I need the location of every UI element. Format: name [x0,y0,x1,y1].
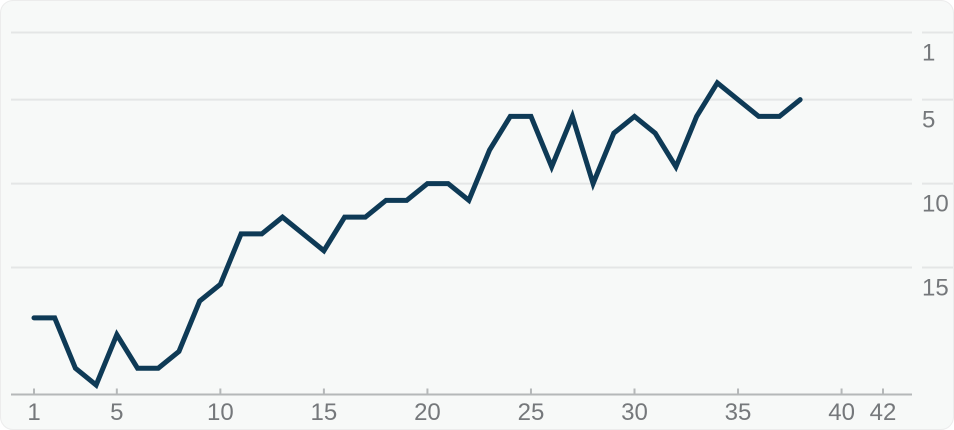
x-tick-label: 10 [207,399,234,426]
rank-line [31,79,803,390]
y-tick-label: 5 [922,107,935,134]
x-tick-label: 20 [414,399,441,426]
x-tick-label: 15 [311,399,338,426]
x-tick-label: 42 [870,399,897,426]
x-tick-label: 35 [725,399,752,426]
x-tick-label: 5 [110,399,123,426]
x-tick-label: 40 [828,399,855,426]
x-tick-label: 30 [621,399,648,426]
x-tick-label: 1 [27,399,40,426]
y-tick-label: 15 [922,275,949,302]
y-tick-label: 1 [922,40,935,67]
y-tick-label: 10 [922,191,949,218]
x-tick-label: 25 [518,399,545,426]
